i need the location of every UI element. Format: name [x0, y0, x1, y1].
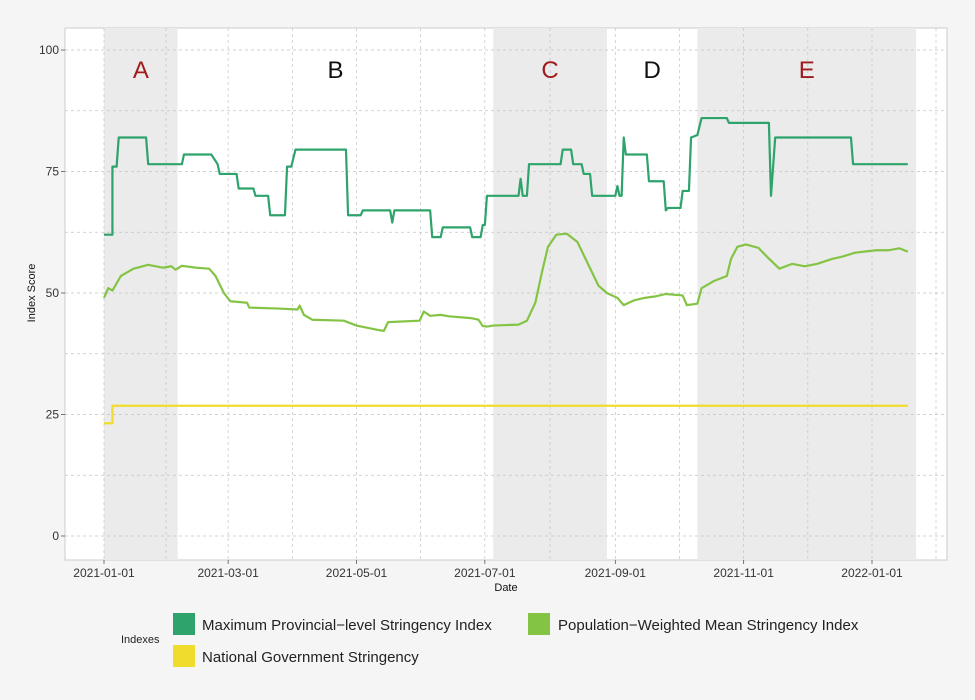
x-axis: 2021-01-01 2021-03-01 2021-05-01 2021-07-01…: [73, 560, 903, 580]
x-tick-label: 2021-05-01: [326, 566, 388, 580]
legend-key-national-government: [173, 645, 195, 667]
x-tick-label: 2021-07-01: [454, 566, 516, 580]
period-labels: A B C D E: [133, 57, 815, 84]
legend-title: Indexes: [121, 634, 160, 646]
period-shade-e: [697, 28, 917, 560]
x-tick-label: 2021-03-01: [197, 566, 259, 580]
period-label-d: D: [643, 57, 660, 84]
legend-label-max-provincial: Maximum Provincial−level Stringency Inde…: [202, 617, 492, 634]
x-axis-title: Date: [494, 582, 517, 594]
period-label-a: A: [133, 57, 149, 84]
series-line-2: [104, 404, 908, 425]
x-tick-label: 2022-01-01: [841, 566, 903, 580]
period-label-b: B: [327, 57, 343, 84]
series-lines: [102, 116, 909, 425]
x-tick-label: 2021-09-01: [585, 566, 647, 580]
y-tick-label: 50: [46, 286, 60, 300]
period-label-c: C: [541, 57, 558, 84]
y-tick-label: 0: [52, 529, 59, 543]
period-shade-a: [104, 28, 178, 560]
x-tick-label: 2021-11-01: [713, 566, 774, 580]
grid-lines: [65, 28, 947, 560]
legend-key-max-provincial: [173, 613, 195, 635]
legend-label-national-government: National Government Stringency: [202, 649, 419, 666]
legend-label-population-weighted: Population−Weighted Mean Stringency Inde…: [558, 617, 859, 634]
legend-key-population-weighted: [528, 613, 550, 635]
period-shading: [104, 28, 917, 560]
y-axis: 0 25 50 75 100: [39, 43, 65, 543]
x-tick-label: 2021-01-01: [73, 566, 135, 580]
period-label-e: E: [799, 57, 815, 84]
y-axis-title: Index Score: [26, 264, 38, 323]
y-tick-label: 75: [46, 165, 60, 179]
y-tick-label: 25: [46, 408, 60, 422]
series-line-1: [102, 232, 909, 333]
legend: Indexes Maximum Provincial−level Stringe…: [121, 613, 859, 667]
series-line-0: [104, 116, 908, 239]
y-tick-label: 100: [39, 43, 59, 57]
